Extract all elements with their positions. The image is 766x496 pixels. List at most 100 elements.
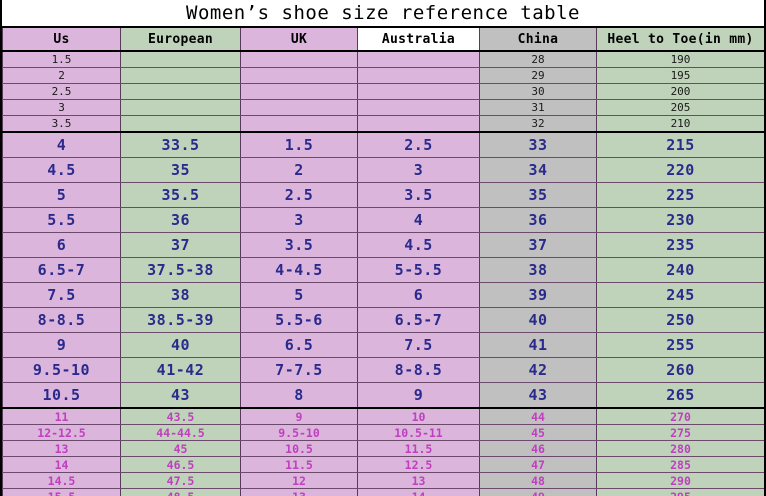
cell-uk[interactable]: 13 xyxy=(240,488,358,496)
cell-heel[interactable]: 270 xyxy=(596,407,764,425)
column-header-us[interactable]: Us xyxy=(2,28,121,52)
cell-china[interactable]: 44 xyxy=(479,407,597,425)
cell-us[interactable]: 2 xyxy=(2,67,121,84)
cell-european[interactable]: 48.5 xyxy=(120,488,241,496)
column-header-china[interactable]: China xyxy=(479,28,597,52)
cell-heel[interactable]: 195 xyxy=(596,67,764,84)
cell-china[interactable]: 30 xyxy=(479,83,597,100)
cell-china[interactable]: 46 xyxy=(479,440,597,457)
column-header-uk[interactable]: UK xyxy=(240,28,358,52)
cell-heel[interactable]: 240 xyxy=(596,257,764,283)
cell-heel[interactable]: 265 xyxy=(596,382,764,409)
cell-uk[interactable]: 11.5 xyxy=(240,456,358,473)
cell-australia[interactable]: 4.5 xyxy=(357,232,480,258)
cell-european[interactable]: 35.5 xyxy=(120,182,241,208)
cell-european[interactable] xyxy=(120,115,241,133)
cell-uk[interactable] xyxy=(240,83,358,100)
cell-australia[interactable]: 14 xyxy=(357,488,480,496)
cell-european[interactable]: 38 xyxy=(120,282,241,308)
cell-us[interactable]: 6.5-7 xyxy=(2,257,121,283)
cell-us[interactable]: 4 xyxy=(2,131,121,158)
cell-uk[interactable]: 5.5-6 xyxy=(240,307,358,333)
cell-us[interactable]: 9.5-10 xyxy=(2,357,121,383)
cell-china[interactable]: 35 xyxy=(479,182,597,208)
cell-european[interactable] xyxy=(120,67,241,84)
cell-china[interactable]: 32 xyxy=(479,115,597,133)
cell-european[interactable]: 43.5 xyxy=(120,407,241,425)
cell-uk[interactable] xyxy=(240,50,358,68)
cell-european[interactable]: 38.5-39 xyxy=(120,307,241,333)
cell-us[interactable]: 14.5 xyxy=(2,472,121,489)
cell-heel[interactable]: 210 xyxy=(596,115,764,133)
cell-heel[interactable]: 230 xyxy=(596,207,764,233)
cell-australia[interactable]: 7.5 xyxy=(357,332,480,358)
cell-european[interactable]: 44-44.5 xyxy=(120,424,241,441)
column-header-european[interactable]: European xyxy=(120,28,241,52)
cell-us[interactable]: 1.5 xyxy=(2,50,121,68)
cell-us[interactable]: 3.5 xyxy=(2,115,121,133)
cell-heel[interactable]: 200 xyxy=(596,83,764,100)
cell-us[interactable]: 6 xyxy=(2,232,121,258)
cell-us[interactable]: 15.5 xyxy=(2,488,121,496)
cell-australia[interactable]: 13 xyxy=(357,472,480,489)
cell-australia[interactable] xyxy=(357,83,480,100)
cell-china[interactable]: 47 xyxy=(479,456,597,473)
cell-european[interactable]: 43 xyxy=(120,382,241,409)
cell-european[interactable]: 40 xyxy=(120,332,241,358)
cell-uk[interactable]: 3.5 xyxy=(240,232,358,258)
cell-uk[interactable]: 9.5-10 xyxy=(240,424,358,441)
cell-uk[interactable] xyxy=(240,115,358,133)
cell-australia[interactable] xyxy=(357,67,480,84)
cell-us[interactable]: 4.5 xyxy=(2,157,121,183)
cell-heel[interactable]: 205 xyxy=(596,99,764,116)
cell-china[interactable]: 28 xyxy=(479,50,597,68)
cell-heel[interactable]: 285 xyxy=(596,456,764,473)
cell-european[interactable]: 33.5 xyxy=(120,131,241,158)
cell-australia[interactable]: 9 xyxy=(357,382,480,409)
cell-us[interactable]: 12-12.5 xyxy=(2,424,121,441)
cell-uk[interactable]: 3 xyxy=(240,207,358,233)
cell-uk[interactable] xyxy=(240,99,358,116)
cell-us[interactable]: 7.5 xyxy=(2,282,121,308)
cell-australia[interactable]: 6 xyxy=(357,282,480,308)
cell-china[interactable]: 37 xyxy=(479,232,597,258)
cell-china[interactable]: 42 xyxy=(479,357,597,383)
column-header-heel[interactable]: Heel to Toe(in mm) xyxy=(596,28,764,52)
cell-heel[interactable]: 225 xyxy=(596,182,764,208)
cell-australia[interactable]: 4 xyxy=(357,207,480,233)
cell-china[interactable]: 41 xyxy=(479,332,597,358)
cell-us[interactable]: 13 xyxy=(2,440,121,457)
cell-heel[interactable]: 220 xyxy=(596,157,764,183)
cell-australia[interactable]: 12.5 xyxy=(357,456,480,473)
cell-heel[interactable]: 190 xyxy=(596,50,764,68)
cell-heel[interactable]: 260 xyxy=(596,357,764,383)
cell-uk[interactable]: 1.5 xyxy=(240,131,358,158)
cell-china[interactable]: 38 xyxy=(479,257,597,283)
cell-australia[interactable] xyxy=(357,115,480,133)
cell-us[interactable]: 3 xyxy=(2,99,121,116)
cell-uk[interactable] xyxy=(240,67,358,84)
cell-european[interactable]: 46.5 xyxy=(120,456,241,473)
cell-uk[interactable]: 8 xyxy=(240,382,358,409)
cell-australia[interactable]: 3 xyxy=(357,157,480,183)
cell-australia[interactable]: 5-5.5 xyxy=(357,257,480,283)
cell-australia[interactable]: 10 xyxy=(357,407,480,425)
cell-uk[interactable]: 6.5 xyxy=(240,332,358,358)
cell-heel[interactable]: 215 xyxy=(596,131,764,158)
cell-uk[interactable]: 12 xyxy=(240,472,358,489)
cell-australia[interactable]: 8-8.5 xyxy=(357,357,480,383)
cell-european[interactable]: 45 xyxy=(120,440,241,457)
cell-china[interactable]: 43 xyxy=(479,382,597,409)
cell-uk[interactable]: 4-4.5 xyxy=(240,257,358,283)
cell-china[interactable]: 29 xyxy=(479,67,597,84)
cell-european[interactable] xyxy=(120,50,241,68)
cell-china[interactable]: 48 xyxy=(479,472,597,489)
cell-heel[interactable]: 250 xyxy=(596,307,764,333)
cell-heel[interactable]: 275 xyxy=(596,424,764,441)
cell-uk[interactable]: 5 xyxy=(240,282,358,308)
cell-european[interactable]: 36 xyxy=(120,207,241,233)
cell-china[interactable]: 36 xyxy=(479,207,597,233)
cell-us[interactable]: 8-8.5 xyxy=(2,307,121,333)
cell-european[interactable]: 35 xyxy=(120,157,241,183)
cell-european[interactable]: 47.5 xyxy=(120,472,241,489)
